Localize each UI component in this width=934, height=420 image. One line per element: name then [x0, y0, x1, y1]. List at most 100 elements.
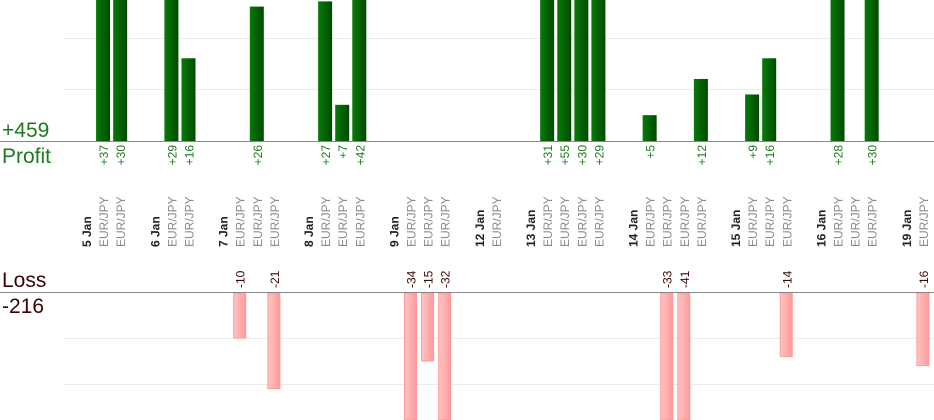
profit-bar	[642, 115, 657, 141]
profit-value-label: +27	[319, 145, 333, 166]
date-label: 16 Jan	[814, 210, 828, 247]
profit-bar	[762, 58, 777, 141]
profit-value-label: +42	[353, 145, 367, 166]
loss-value-label: -10	[234, 270, 248, 288]
loss-value-label: -16	[917, 270, 931, 288]
profit-bar	[864, 0, 879, 141]
pair-label: EUR/JPY	[575, 196, 589, 247]
profit-label: Profit	[2, 145, 51, 168]
date-label: 15 Jan	[729, 210, 743, 247]
loss-value-label: -21	[268, 270, 282, 288]
profit-value-label: +30	[866, 145, 880, 166]
pair-label: EUR/JPY	[114, 196, 128, 247]
loss-bar	[233, 292, 247, 339]
pair-label: EUR/JPY	[251, 196, 265, 247]
profit-value-label: +30	[575, 145, 589, 166]
pair-label: EUR/JPY	[866, 196, 880, 247]
profit-bar	[830, 0, 845, 141]
pair-label: EUR/JPY	[746, 196, 760, 247]
pair-label: EUR/JPY	[336, 196, 350, 247]
profit-bar	[181, 58, 196, 141]
date-label: 9 Jan	[387, 216, 401, 247]
date-label: 13 Jan	[524, 210, 538, 247]
pair-label: EUR/JPY	[763, 196, 777, 247]
profit-value-label: +29	[592, 145, 606, 166]
profit-bar	[745, 94, 760, 141]
pair-label: EUR/JPY	[917, 196, 931, 247]
loss-bar	[267, 292, 281, 390]
profit-bar	[318, 1, 333, 141]
profit-value-label: +16	[182, 145, 196, 166]
pair-label: EUR/JPY	[319, 196, 333, 247]
pair-label: EUR/JPY	[695, 196, 709, 247]
pair-label: EUR/JPY	[678, 196, 692, 247]
pair-label: EUR/JPY	[268, 196, 282, 247]
loss-label: Loss	[2, 269, 46, 292]
pair-label: EUR/JPY	[234, 196, 248, 247]
pair-label: EUR/JPY	[422, 196, 436, 247]
date-label: 6 Jan	[148, 216, 162, 247]
date-label: 8 Jan	[302, 216, 316, 247]
pair-label: EUR/JPY	[558, 196, 572, 247]
loss-value-label: -14	[780, 270, 794, 288]
date-label: 19 Jan	[900, 210, 914, 247]
profit-bar	[335, 104, 350, 141]
loss-value-label: -41	[678, 270, 692, 288]
pair-label: EUR/JPY	[97, 196, 111, 247]
profit-value-label: +55	[558, 145, 572, 166]
pair-label: EUR/JPY	[439, 196, 453, 247]
pair-label: EUR/JPY	[849, 196, 863, 247]
profit-bar	[591, 0, 606, 141]
pair-label: EUR/JPY	[832, 196, 846, 247]
loss-bar	[404, 292, 418, 420]
pair-label: EUR/JPY	[182, 196, 196, 247]
pair-label: EUR/JPY	[490, 196, 504, 247]
pair-label: EUR/JPY	[780, 196, 794, 247]
bars	[96, 0, 930, 420]
pair-label: EUR/JPY	[592, 196, 606, 247]
loss-bar	[660, 292, 674, 420]
loss-value-label: -15	[422, 270, 436, 288]
loss-value-label: -33	[661, 270, 675, 288]
loss-bar	[916, 292, 930, 367]
profit-value-label: +7	[336, 145, 350, 159]
pair-label: EUR/JPY	[353, 196, 367, 247]
profit-bar	[96, 0, 111, 141]
loss-value-label: -32	[439, 270, 453, 288]
profit-total: +459	[2, 119, 49, 142]
loss-total: -216	[2, 295, 44, 318]
profit-bar	[557, 0, 572, 141]
profit-value-label: +9	[746, 145, 760, 159]
profit-value-label: +5	[644, 145, 658, 159]
profit-value-label: +28	[832, 145, 846, 166]
profit-value-label: +29	[165, 145, 179, 166]
profit-bar	[249, 6, 264, 141]
date-label: 14 Jan	[627, 210, 641, 247]
date-label: 12 Jan	[473, 210, 487, 247]
loss-bar	[677, 292, 691, 420]
profit-value-label: +31	[541, 145, 555, 166]
loss-value-label: -34	[405, 270, 419, 288]
pair-label: EUR/JPY	[644, 196, 658, 247]
pair-label: EUR/JPY	[661, 196, 675, 247]
pair-label: EUR/JPY	[165, 196, 179, 247]
loss-bar	[421, 292, 435, 362]
profit-value-label: +26	[251, 145, 265, 166]
profit-bar	[164, 0, 179, 141]
date-label: 5 Jan	[80, 216, 94, 247]
profit-bar	[693, 78, 708, 141]
date-label: 7 Jan	[217, 216, 231, 247]
profit-value-label: +16	[763, 145, 777, 166]
loss-bar	[438, 292, 452, 420]
profit-bar	[352, 0, 367, 141]
profit-value-label: +30	[114, 145, 128, 166]
profit-bar	[574, 0, 589, 141]
profit-value-label: +12	[695, 145, 709, 166]
loss-bar	[779, 292, 793, 357]
profit-bar	[540, 0, 555, 141]
profit-value-label: +37	[97, 145, 111, 166]
pair-label: EUR/JPY	[541, 196, 555, 247]
profit-bar	[113, 0, 128, 141]
pair-label: EUR/JPY	[405, 196, 419, 247]
